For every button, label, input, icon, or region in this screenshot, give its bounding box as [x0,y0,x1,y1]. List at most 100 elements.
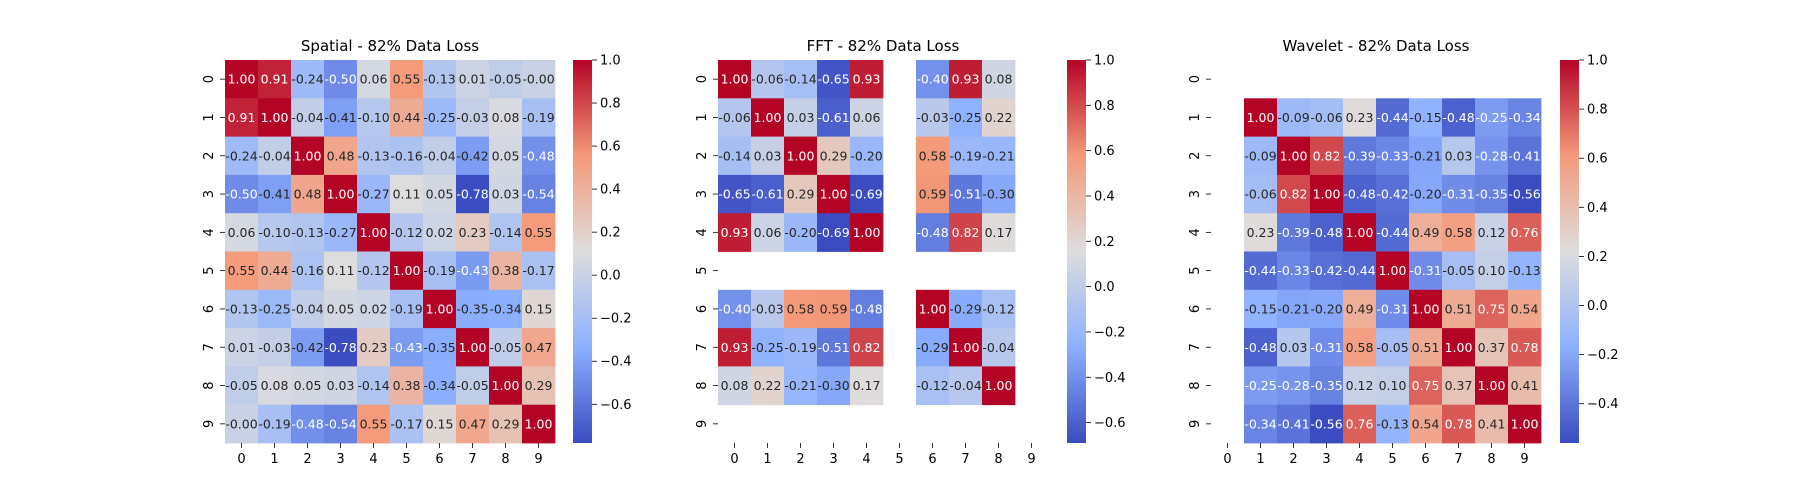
heatmap-cell [1442,251,1476,291]
heatmap-cell [357,289,391,329]
colorbar-tick-label: 0.4 [1094,189,1115,204]
cell-value-label: -0.06 [751,72,783,87]
heatmap-cell [784,174,818,214]
cell-value-label: -0.65 [718,187,750,202]
heatmap-cell [784,289,818,329]
cell-value-label: 0.44 [261,263,289,278]
heatmap-cell [423,60,457,99]
heatmap-cell [258,98,292,137]
heatmap-cell [357,174,391,214]
heatmap-cell [390,136,424,176]
cell-value-label: 0.08 [721,378,749,393]
cell-value-label: 0.38 [492,263,520,278]
cell-value-label: 0.47 [459,416,487,431]
cell-value-label: -0.04 [982,340,1014,355]
colorbar [1067,60,1086,443]
cell-value-label: 0.59 [820,301,848,316]
heatmap-cell [390,404,424,444]
heatmap-cell [1409,251,1443,291]
cell-value-label: -0.35 [1310,378,1342,393]
x-tick-label: 0 [237,452,245,467]
heatmap-cell [1508,404,1542,444]
cell-value-label: -0.31 [1376,301,1408,316]
heatmap-cell [324,136,358,176]
cell-value-label: -0.29 [916,340,948,355]
heatmap-cell [489,60,523,99]
heatmap-cell [357,98,391,137]
heatmap-cell [1442,404,1476,444]
cell-value-label: 0.55 [525,225,553,240]
cell-value-label: 0.82 [1313,148,1341,163]
heatmap-cell [1343,213,1377,252]
heatmap-cell [718,136,752,176]
cell-value-label: -0.21 [982,148,1014,163]
y-tick-label: 5 [202,267,217,275]
cell-value-label: -0.48 [522,148,554,163]
heatmap-cell [456,174,490,214]
cell-value-label: 0.58 [1445,225,1473,240]
colorbar-tick-label: 0.6 [600,140,621,155]
cell-value-label: -0.03 [456,110,488,125]
heatmap-cell [456,404,490,444]
cell-value-label: -0.04 [291,110,323,125]
cell-value-label: -0.09 [1244,148,1276,163]
colorbar-tick-label: 0.8 [1587,103,1608,118]
heatmap-cell [751,98,785,137]
heatmap-cell [1376,251,1410,291]
cell-value-label: -0.51 [817,340,849,355]
cell-value-label: 0.82 [1280,187,1308,202]
cell-value-label: 0.01 [228,340,256,355]
heatmap-cell [357,251,391,291]
cell-value-label: -0.05 [225,378,257,393]
heatmap-cell [1442,328,1476,367]
x-tick-label: 1 [270,452,278,467]
cell-value-label: 0.51 [1445,301,1473,316]
y-tick-label: 2 [202,152,217,160]
heatmap-cell [1475,404,1509,444]
cell-value-label: 0.23 [1346,110,1374,125]
cell-value-label: 1.00 [1247,110,1275,125]
heatmap-cell [1343,136,1377,176]
heatmap-cell [357,366,391,406]
heatmap-cell [1475,289,1509,329]
cell-value-label: -0.05 [1376,340,1408,355]
heatmap-cell [456,136,490,176]
cell-value-label: 1.00 [1379,263,1407,278]
cell-value-label: -0.43 [390,340,422,355]
cell-value-label: 1.00 [721,72,749,87]
heatmap-cell [258,404,292,444]
heatmap-cell [1409,136,1443,176]
heatmap-cell [357,213,391,252]
heatmap-cell [1277,366,1311,406]
heatmap-cell [522,136,556,176]
cell-value-label: 1.00 [261,110,289,125]
heatmap-cell [949,98,983,137]
heatmap-cell [1376,213,1410,252]
heatmap-cell [258,366,292,406]
heatmap-cell [1475,174,1509,214]
heatmap-cell [1508,366,1542,406]
heatmap-cell [522,60,556,99]
heatmap-cell [718,60,752,99]
cell-value-label: 1.00 [492,378,520,393]
heatmap-cell [1310,328,1344,367]
cell-value-label: 0.82 [853,340,881,355]
cell-value-label: -0.69 [817,225,849,240]
heatmap-cell [817,366,851,406]
heatmap-cell [1277,251,1311,291]
heatmap-cell [1343,251,1377,291]
x-tick-label: 1 [763,452,771,467]
cell-value-label: 0.08 [492,110,520,125]
heatmap-cell [1343,366,1377,406]
heatmap-cell [1508,213,1542,252]
heatmap-cell [357,328,391,367]
heatmap-cell [390,60,424,99]
heatmap-cell [949,328,983,367]
heatmap-cell [390,251,424,291]
heatmap-cell [357,136,391,176]
cell-value-label: -0.34 [423,378,455,393]
heatmap-cell [916,60,950,99]
cell-value-label: -0.05 [456,378,488,393]
